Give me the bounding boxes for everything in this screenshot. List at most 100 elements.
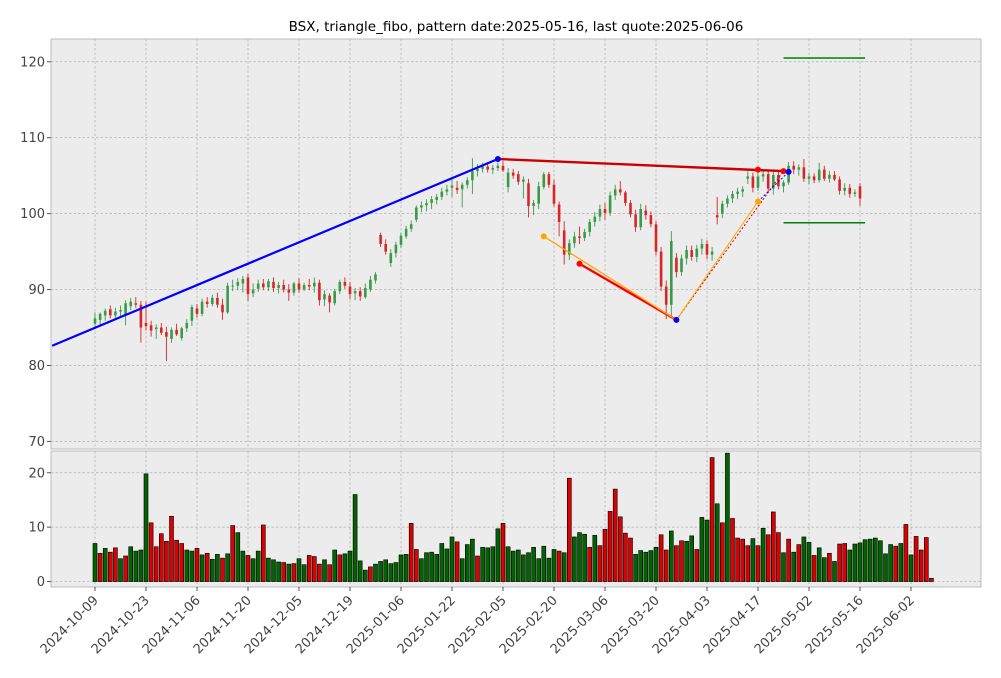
candle	[593, 212, 597, 227]
candle	[848, 184, 852, 198]
candle	[537, 181, 540, 210]
candlestick-series	[93, 158, 862, 361]
candle	[562, 221, 566, 265]
volume-bar	[113, 547, 118, 582]
volume-bar	[174, 539, 179, 582]
candle	[573, 231, 576, 248]
volume-bar	[811, 555, 817, 582]
volume-bar	[388, 563, 394, 582]
candle	[517, 171, 520, 185]
candle	[180, 326, 183, 341]
volume-bar	[179, 543, 184, 582]
candle	[185, 319, 189, 333]
volume-bar	[852, 543, 858, 582]
volume-bar	[322, 559, 327, 582]
volume-bar	[918, 549, 924, 582]
volume-bar	[898, 543, 904, 582]
candle	[695, 244, 699, 263]
volume-bar	[352, 494, 358, 582]
candle	[496, 162, 500, 172]
candle	[455, 180, 459, 194]
candle	[450, 177, 454, 197]
volume-bar	[357, 560, 363, 582]
candle	[506, 168, 510, 193]
candle	[160, 322, 163, 336]
volume-bar	[612, 488, 618, 582]
candle	[690, 245, 693, 261]
volume-bar	[878, 540, 883, 582]
candle	[547, 171, 551, 188]
candle	[343, 277, 347, 289]
volume-bar	[730, 518, 735, 582]
volume-bar	[184, 549, 190, 582]
fib-left-a-line	[578, 262, 678, 321]
price-tick-label: 80	[28, 359, 45, 374]
volume-bar	[750, 538, 756, 582]
volume-bar	[735, 537, 740, 582]
volume-bar	[505, 546, 511, 582]
candle	[471, 158, 474, 194]
candle	[853, 189, 857, 197]
volume-bar	[470, 538, 475, 582]
peak-marker	[494, 155, 501, 162]
candle	[374, 272, 377, 284]
volume-bar	[546, 557, 552, 582]
candle	[557, 201, 561, 237]
fib-left-b-line	[543, 235, 677, 321]
volume-bar	[123, 555, 128, 582]
volume-bar	[658, 534, 664, 582]
volume-bar	[633, 554, 638, 582]
candle	[833, 171, 836, 181]
volume-bar	[821, 557, 827, 582]
volume-bar	[617, 516, 623, 582]
volume-bar	[913, 536, 919, 582]
volume-bar	[663, 549, 669, 582]
fib-b-marker	[540, 233, 547, 240]
candle	[399, 232, 403, 248]
upper-band-marker	[755, 166, 761, 173]
candle	[460, 182, 464, 208]
candle	[394, 241, 398, 258]
volume-bar	[398, 554, 404, 582]
candle	[384, 239, 387, 255]
candle	[119, 305, 122, 317]
volume-bar	[765, 534, 771, 582]
volume-bar	[464, 544, 470, 582]
candle	[756, 172, 760, 191]
volume-y-axis: 0 10 20	[28, 466, 51, 590]
volume-bar	[424, 552, 429, 582]
volume-bar	[592, 535, 598, 582]
volume-bar	[97, 552, 103, 582]
candle	[700, 238, 704, 255]
volume-bar	[582, 533, 587, 582]
volume-bar	[842, 543, 848, 582]
candle	[415, 205, 418, 222]
volume-bar	[847, 549, 853, 582]
candle	[843, 183, 846, 196]
volume-bar	[628, 537, 633, 582]
candle	[807, 172, 811, 185]
candle	[103, 308, 107, 321]
volume-tick-label: 10	[28, 521, 45, 536]
candle	[425, 199, 428, 212]
candle	[736, 187, 739, 200]
volume-bar	[215, 554, 220, 582]
volume-bar	[337, 554, 343, 582]
volume-bar	[413, 549, 419, 582]
candle	[313, 277, 316, 293]
candle	[420, 201, 423, 213]
volume-bar	[587, 546, 593, 582]
volume-bar	[684, 541, 689, 582]
volume-bar	[419, 558, 424, 582]
volume-bar	[526, 552, 531, 582]
volume-bar	[515, 549, 521, 582]
volume-bar	[561, 552, 567, 582]
volume-bar	[643, 551, 649, 582]
candle	[226, 282, 229, 314]
candle	[114, 307, 117, 320]
fib-dotted-blue-line	[757, 171, 789, 202]
candle	[772, 169, 775, 195]
volume-bar	[923, 537, 929, 582]
candle	[710, 247, 714, 261]
volume-bar	[725, 452, 730, 582]
